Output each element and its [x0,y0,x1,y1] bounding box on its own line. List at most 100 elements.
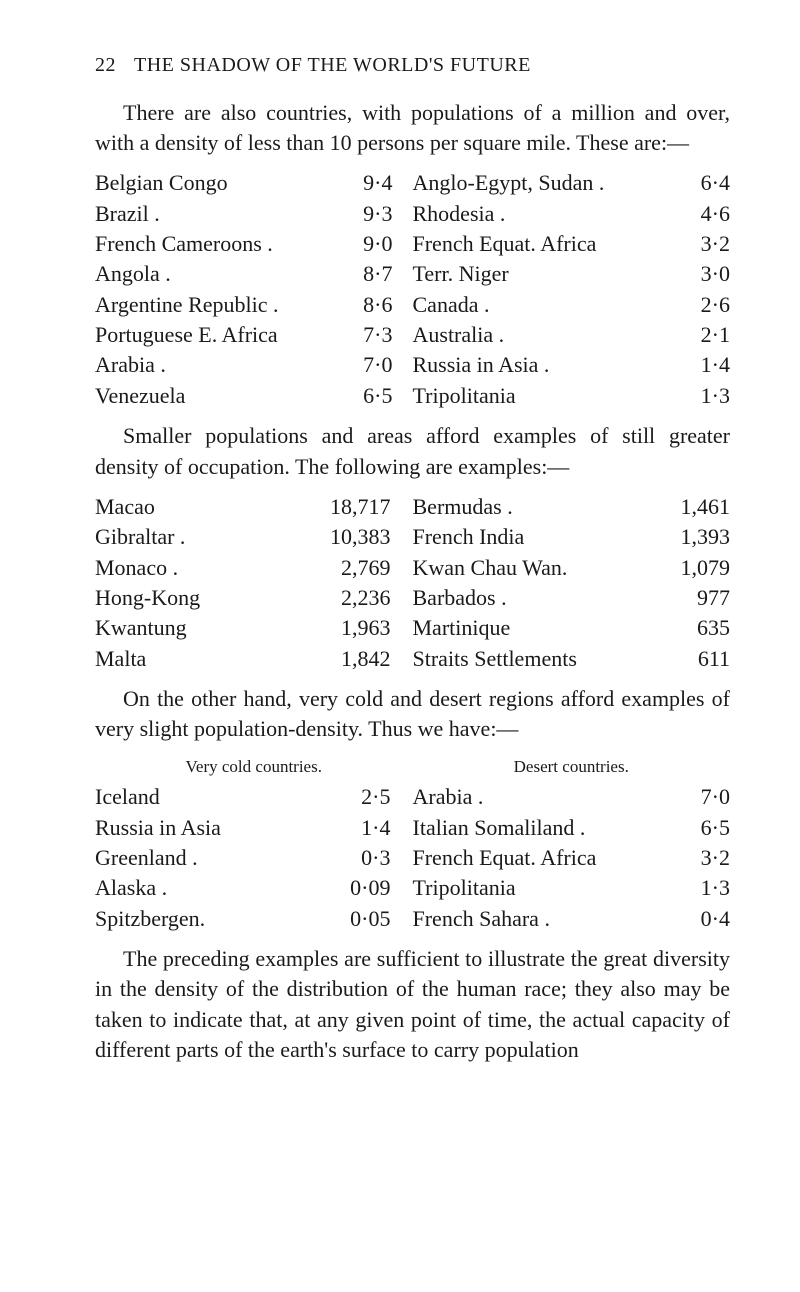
table-row: Malta1,842Straits Settlements611 [95,644,730,674]
row-value-left: 2,769 [311,553,413,583]
row-value-left: 7·3 [338,320,413,350]
row-label-right: Barbados . [413,583,651,613]
row-label-right: Kwan Chau Wan. [413,553,651,583]
row-value-left: 1,963 [311,613,413,643]
page-number: 22 [95,52,116,80]
table-row: Arabia .7·0Russia in Asia .1·4 [95,350,730,380]
row-label-right: Tripolitania [413,381,686,411]
row-value-right: 4·6 [685,199,730,229]
table-row: Alaska .0·09Tripolitania1·3 [95,873,730,903]
row-label-left: Hong-Kong [95,583,311,613]
table-row: Gibraltar .10,383French India1,393 [95,522,730,552]
row-label-left: Gibraltar . [95,522,311,552]
row-value-right: 2·6 [685,290,730,320]
row-label-right: Martinique [413,613,651,643]
row-value-left: 7·0 [338,350,413,380]
row-label-left: Malta [95,644,311,674]
paragraph-4: The preceding examples are sufficient to… [95,944,730,1065]
row-label-left: French Cameroons . [95,229,338,259]
table-row: Angola .8·7Terr. Niger3·0 [95,259,730,289]
row-label-left: Brazil . [95,199,338,229]
row-value-right: 6·5 [685,813,730,843]
row-label-right: Australia . [413,320,686,350]
paragraph-1: There are also countries, with populatio… [95,98,730,159]
row-value-left: 10,383 [311,522,413,552]
row-value-right: 7·0 [685,782,730,812]
table-row: Spitzbergen.0·05French Sahara .0·4 [95,904,730,934]
row-label-right: Russia in Asia . [413,350,686,380]
paragraph-2: Smaller populations and areas afford exa… [95,421,730,482]
row-label-right: French Equat. Africa [413,229,686,259]
row-value-left: 9·0 [338,229,413,259]
row-value-right: 1·3 [685,381,730,411]
row-label-right: French Equat. Africa [413,843,686,873]
row-value-right: 635 [650,613,730,643]
row-label-right: Terr. Niger [413,259,686,289]
row-value-left: 1·4 [336,813,413,843]
row-value-right: 3·0 [685,259,730,289]
row-value-right: 2·1 [685,320,730,350]
header-title: THE SHADOW OF THE WORLD'S FUTURE [134,52,531,80]
table-row: Hong-Kong2,236Barbados .977 [95,583,730,613]
row-value-right: 977 [650,583,730,613]
row-value-right: 1·3 [685,873,730,903]
row-label-left: Belgian Congo [95,168,338,198]
row-value-right: 3·2 [685,843,730,873]
row-label-right: Bermudas . [413,492,651,522]
row-value-left: 0·3 [336,843,413,873]
row-label-left: Russia in Asia [95,813,336,843]
table-row: Argentine Republic .8·6Canada .2·6 [95,290,730,320]
row-label-right: Rhodesia . [413,199,686,229]
row-label-left: Greenland . [95,843,336,873]
row-label-right: Canada . [413,290,686,320]
row-label-right: Italian Somaliland . [413,813,686,843]
row-label-left: Angola . [95,259,338,289]
row-value-left: 8·6 [338,290,413,320]
page-header: 22 THE SHADOW OF THE WORLD'S FUTURE [95,52,730,80]
row-value-left: 2·5 [336,782,413,812]
row-value-left: 1,842 [311,644,413,674]
row-value-right: 611 [650,644,730,674]
row-value-left: 18,717 [311,492,413,522]
row-value-right: 0·4 [685,904,730,934]
table-row: Greenland .0·3French Equat. Africa3·2 [95,843,730,873]
row-value-right: 1,393 [650,522,730,552]
row-value-right: 6·4 [685,168,730,198]
table-row: Kwantung1,963Martinique635 [95,613,730,643]
density-table-3: Very cold countries. Desert countries. I… [95,755,730,934]
row-value-right: 1,461 [650,492,730,522]
row-label-left: Venezuela [95,381,338,411]
row-label-right: Arabia . [413,782,686,812]
desert-countries-header: Desert countries. [413,755,731,778]
table-row: Iceland2·5Arabia .7·0 [95,782,730,812]
row-label-left: Kwantung [95,613,311,643]
row-label-left: Argentine Republic . [95,290,338,320]
row-label-left: Spitzbergen. [95,904,336,934]
table-row: Macao18,717Bermudas .1,461 [95,492,730,522]
row-label-right: French India [413,522,651,552]
paragraph-3: On the other hand, very cold and desert … [95,684,730,745]
density-table-2: Macao18,717Bermudas .1,461Gibraltar .10,… [95,492,730,674]
row-value-left: 0·05 [336,904,413,934]
table-row: Portuguese E. Africa7·3Australia .2·1 [95,320,730,350]
row-label-left: Arabia . [95,350,338,380]
row-value-left: 8·7 [338,259,413,289]
table-row: Brazil .9·3Rhodesia .4·6 [95,199,730,229]
row-label-left: Macao [95,492,311,522]
row-value-right: 1,079 [650,553,730,583]
row-value-left: 2,236 [311,583,413,613]
table-row: French Cameroons .9·0French Equat. Afric… [95,229,730,259]
row-value-left: 0·09 [336,873,413,903]
row-value-left: 9·4 [338,168,413,198]
row-label-right: Straits Settlements [413,644,651,674]
row-value-left: 6·5 [338,381,413,411]
row-value-right: 1·4 [685,350,730,380]
table-row: Venezuela6·5Tripolitania1·3 [95,381,730,411]
table-row: Russia in Asia1·4Italian Somaliland .6·5 [95,813,730,843]
row-value-right: 3·2 [685,229,730,259]
row-label-left: Iceland [95,782,336,812]
row-value-left: 9·3 [338,199,413,229]
row-label-right: French Sahara . [413,904,686,934]
row-label-left: Portuguese E. Africa [95,320,338,350]
table-row: Belgian Congo9·4Anglo-Egypt, Sudan .6·4 [95,168,730,198]
